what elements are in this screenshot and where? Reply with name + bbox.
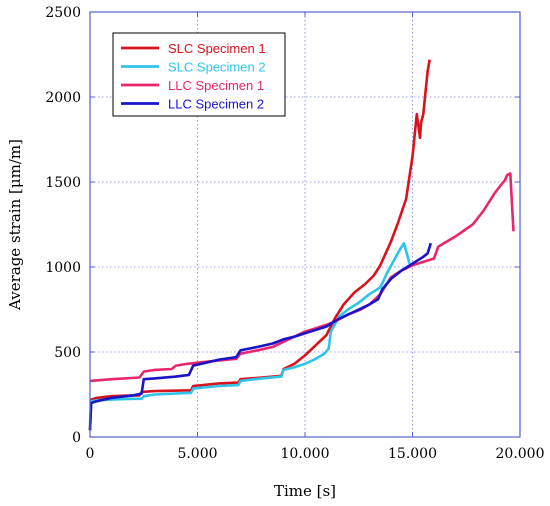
- y-tick-label: 0: [72, 430, 81, 446]
- legend-label: LLC Specimen 2: [168, 97, 264, 112]
- x-axis-title: Time [s]: [274, 482, 336, 500]
- series-lines: [88, 59, 515, 431]
- legend-label: SLC Specimen 2: [168, 60, 266, 75]
- legend: SLC Specimen 1 SLC Specimen 2 LLC Specimen…: [112, 32, 286, 117]
- x-tick-label: 5.000: [177, 446, 217, 462]
- series-line-2: [88, 241, 411, 424]
- y-tick-label: 2500: [45, 5, 81, 21]
- x-tick-label: 0: [86, 446, 95, 462]
- y-tick-label: 1000: [45, 260, 81, 276]
- grid: [90, 12, 520, 437]
- tick-labels: 0 5.000 10.000 15.000 20.000 0 500 1000 1500 2000…: [45, 5, 544, 462]
- y-tick-label: 2000: [45, 90, 81, 106]
- legend-label: LLC Specimen 1: [168, 78, 264, 93]
- y-tick-label: 500: [54, 345, 81, 361]
- series-line-3: [89, 172, 515, 383]
- x-tick-label: 20.000: [496, 446, 545, 462]
- y-axis-title: Average strain [μm/m]: [6, 139, 24, 311]
- y-tick-label: 1500: [45, 175, 81, 191]
- x-tick-label: 10.000: [281, 446, 330, 462]
- x-tick-label: 15.000: [388, 446, 437, 462]
- series-line-4: [88, 242, 433, 431]
- legend-label: SLC Specimen 1: [168, 41, 266, 56]
